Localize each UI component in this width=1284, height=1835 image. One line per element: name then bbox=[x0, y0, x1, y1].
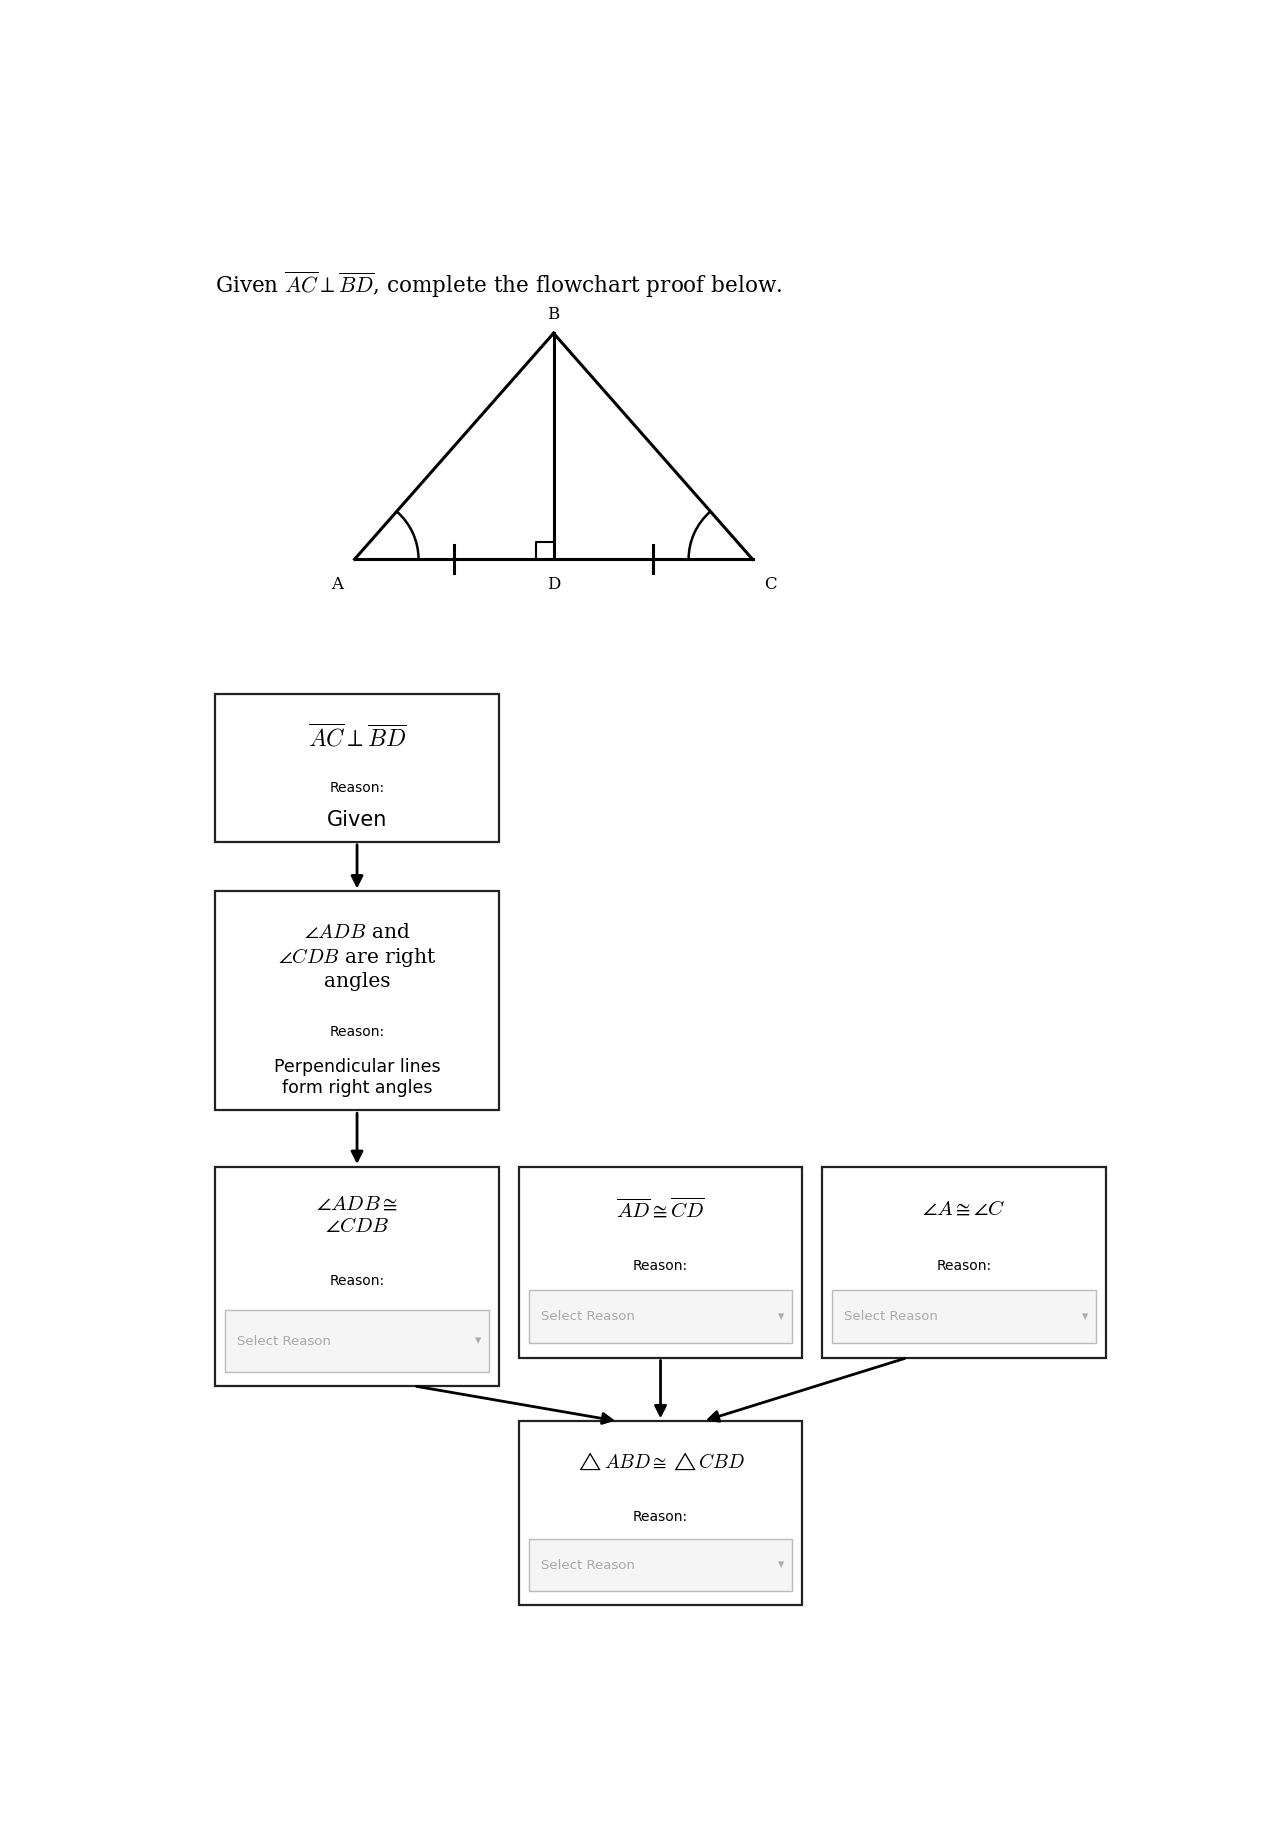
Text: $\overline{AC} \perp \overline{BD}$: $\overline{AC} \perp \overline{BD}$ bbox=[308, 725, 406, 752]
Text: $\angle ADB \cong$
$\angle CDB$: $\angle ADB \cong$ $\angle CDB$ bbox=[316, 1195, 398, 1235]
FancyBboxPatch shape bbox=[519, 1167, 802, 1358]
Text: ▾: ▾ bbox=[1081, 1310, 1088, 1323]
Text: Select Reason: Select Reason bbox=[238, 1334, 331, 1347]
Text: Reason:: Reason: bbox=[633, 1510, 688, 1523]
Text: $\angle A \cong \angle C$: $\angle A \cong \angle C$ bbox=[922, 1200, 1005, 1218]
Text: $\triangle ABD \cong \triangle CBD$: $\triangle ABD \cong \triangle CBD$ bbox=[575, 1451, 746, 1472]
Text: ▾: ▾ bbox=[778, 1310, 785, 1323]
FancyBboxPatch shape bbox=[216, 1167, 498, 1385]
FancyBboxPatch shape bbox=[529, 1540, 792, 1591]
Text: B: B bbox=[547, 306, 560, 323]
Text: Reason:: Reason: bbox=[330, 1273, 385, 1288]
FancyBboxPatch shape bbox=[216, 694, 498, 842]
Text: Reason:: Reason: bbox=[330, 1024, 385, 1039]
Text: ▾: ▾ bbox=[778, 1558, 785, 1571]
Text: D: D bbox=[547, 576, 560, 593]
Text: Select Reason: Select Reason bbox=[541, 1310, 634, 1323]
Text: A: A bbox=[330, 576, 343, 593]
Text: Given: Given bbox=[327, 809, 388, 829]
Text: ▾: ▾ bbox=[475, 1334, 482, 1347]
Text: Given $\overline{AC} \perp \overline{BD}$, complete the flowchart proof below.: Given $\overline{AC} \perp \overline{BD}… bbox=[216, 270, 782, 299]
FancyBboxPatch shape bbox=[822, 1167, 1106, 1358]
FancyBboxPatch shape bbox=[519, 1420, 802, 1606]
Text: Select Reason: Select Reason bbox=[844, 1310, 939, 1323]
Text: $\overline{AD} \cong \overline{CD}$: $\overline{AD} \cong \overline{CD}$ bbox=[616, 1196, 705, 1220]
Text: Reason:: Reason: bbox=[936, 1259, 991, 1273]
Text: $\angle ADB$ and
$\angle CDB$ are right
angles: $\angle ADB$ and $\angle CDB$ are right … bbox=[277, 923, 437, 991]
FancyBboxPatch shape bbox=[216, 892, 498, 1110]
FancyBboxPatch shape bbox=[529, 1290, 792, 1343]
FancyBboxPatch shape bbox=[832, 1290, 1097, 1343]
Text: Reason:: Reason: bbox=[330, 782, 385, 796]
Text: C: C bbox=[764, 576, 777, 593]
FancyBboxPatch shape bbox=[225, 1310, 489, 1373]
Text: Select Reason: Select Reason bbox=[541, 1558, 634, 1571]
Text: Reason:: Reason: bbox=[633, 1259, 688, 1273]
Text: Perpendicular lines
form right angles: Perpendicular lines form right angles bbox=[273, 1059, 440, 1097]
